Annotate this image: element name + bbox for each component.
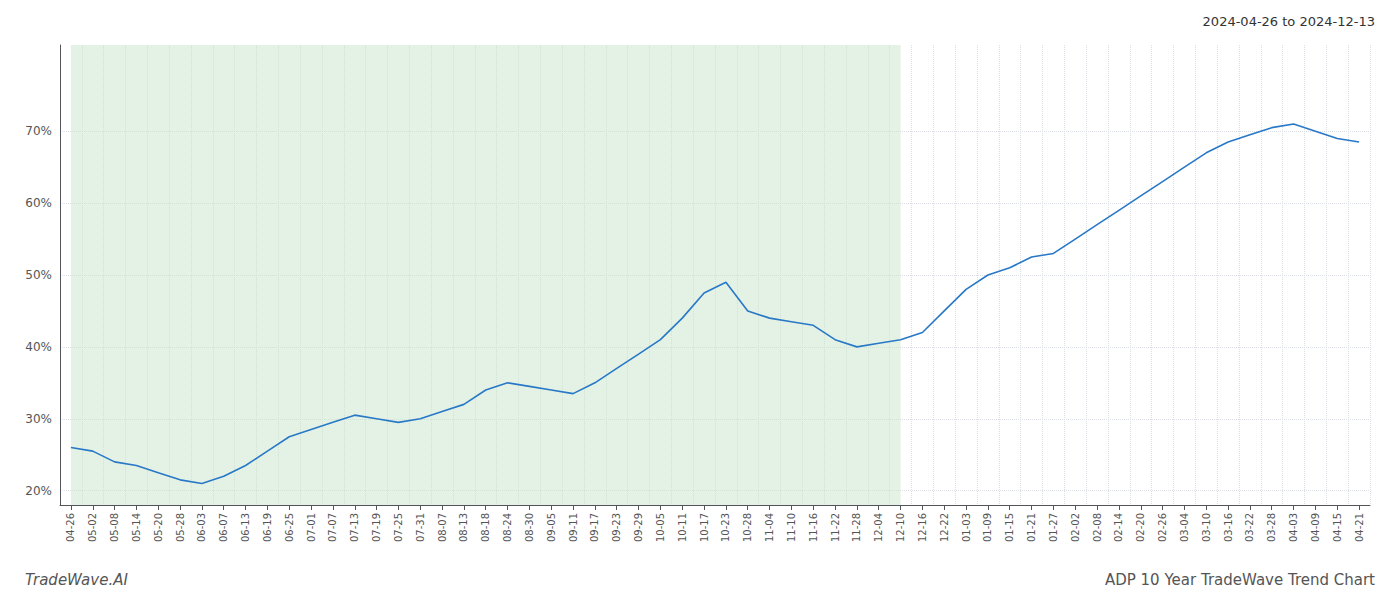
svg-text:11-28: 11-28 [851, 513, 862, 542]
svg-text:08-07: 08-07 [437, 513, 448, 542]
svg-text:05-02: 05-02 [87, 513, 98, 542]
svg-text:02-08: 02-08 [1092, 513, 1103, 542]
svg-text:07-31: 07-31 [415, 513, 426, 542]
svg-text:11-22: 11-22 [830, 513, 841, 542]
svg-text:06-07: 06-07 [218, 513, 229, 542]
svg-text:02-20: 02-20 [1135, 513, 1146, 542]
svg-text:10-28: 10-28 [742, 513, 753, 542]
svg-text:06-13: 06-13 [240, 513, 251, 542]
svg-text:04-21: 04-21 [1354, 513, 1365, 542]
svg-text:01-03: 01-03 [961, 513, 972, 542]
svg-text:07-13: 07-13 [349, 513, 360, 542]
svg-text:03-28: 03-28 [1266, 513, 1277, 542]
svg-text:10-17: 10-17 [699, 513, 710, 542]
svg-text:11-16: 11-16 [808, 513, 819, 542]
svg-text:02-26: 02-26 [1157, 513, 1168, 542]
svg-text:09-23: 09-23 [611, 513, 622, 542]
svg-text:03-22: 03-22 [1244, 513, 1255, 542]
svg-text:06-19: 06-19 [262, 513, 273, 542]
svg-text:02-14: 02-14 [1113, 513, 1124, 542]
svg-text:TradeWave.AI: TradeWave.AI [25, 571, 128, 589]
svg-text:05-28: 05-28 [175, 513, 186, 542]
svg-text:06-25: 06-25 [284, 513, 295, 542]
svg-text:ADP 10 Year TradeWave Trend Ch: ADP 10 Year TradeWave Trend Chart [1105, 571, 1375, 589]
svg-text:05-14: 05-14 [131, 513, 142, 542]
svg-text:05-08: 05-08 [109, 513, 120, 542]
svg-text:10-11: 10-11 [677, 513, 688, 542]
svg-text:2024-04-26 to 2024-12-13: 2024-04-26 to 2024-12-13 [1203, 14, 1375, 29]
svg-text:10-05: 10-05 [655, 513, 666, 542]
svg-text:04-26: 04-26 [65, 513, 76, 542]
svg-text:11-10: 11-10 [786, 513, 797, 542]
svg-text:10-23: 10-23 [720, 513, 731, 542]
svg-text:04-03: 04-03 [1288, 513, 1299, 542]
svg-text:12-10: 12-10 [895, 513, 906, 542]
svg-text:12-22: 12-22 [939, 513, 950, 542]
svg-text:08-30: 08-30 [524, 513, 535, 542]
svg-text:07-07: 07-07 [327, 513, 338, 542]
svg-text:08-24: 08-24 [502, 513, 513, 542]
svg-text:07-19: 07-19 [371, 513, 382, 542]
svg-text:30%: 30% [25, 412, 52, 426]
svg-text:09-17: 09-17 [589, 513, 600, 542]
svg-text:03-04: 03-04 [1179, 513, 1190, 542]
svg-text:12-16: 12-16 [917, 513, 928, 542]
svg-text:11-04: 11-04 [764, 513, 775, 542]
svg-text:60%: 60% [25, 196, 52, 210]
svg-text:09-05: 09-05 [546, 513, 557, 542]
svg-text:04-09: 04-09 [1310, 513, 1321, 542]
svg-text:04-15: 04-15 [1332, 513, 1343, 542]
svg-text:05-20: 05-20 [153, 513, 164, 542]
svg-text:07-25: 07-25 [393, 513, 404, 542]
svg-text:08-18: 08-18 [480, 513, 491, 542]
svg-text:09-29: 09-29 [633, 513, 644, 542]
svg-text:02-02: 02-02 [1070, 513, 1081, 542]
svg-text:01-21: 01-21 [1026, 513, 1037, 542]
svg-text:20%: 20% [25, 484, 52, 498]
svg-text:07-01: 07-01 [306, 513, 317, 542]
svg-text:08-13: 08-13 [458, 513, 469, 542]
svg-text:09-11: 09-11 [568, 513, 579, 542]
svg-text:01-15: 01-15 [1004, 513, 1015, 542]
svg-text:50%: 50% [25, 268, 52, 282]
svg-text:01-09: 01-09 [982, 513, 993, 542]
svg-text:01-27: 01-27 [1048, 513, 1059, 542]
svg-text:70%: 70% [25, 124, 52, 138]
svg-text:12-04: 12-04 [873, 513, 884, 542]
svg-text:40%: 40% [25, 340, 52, 354]
svg-text:03-10: 03-10 [1201, 513, 1212, 542]
svg-text:06-03: 06-03 [196, 513, 207, 542]
svg-text:03-16: 03-16 [1223, 513, 1234, 542]
